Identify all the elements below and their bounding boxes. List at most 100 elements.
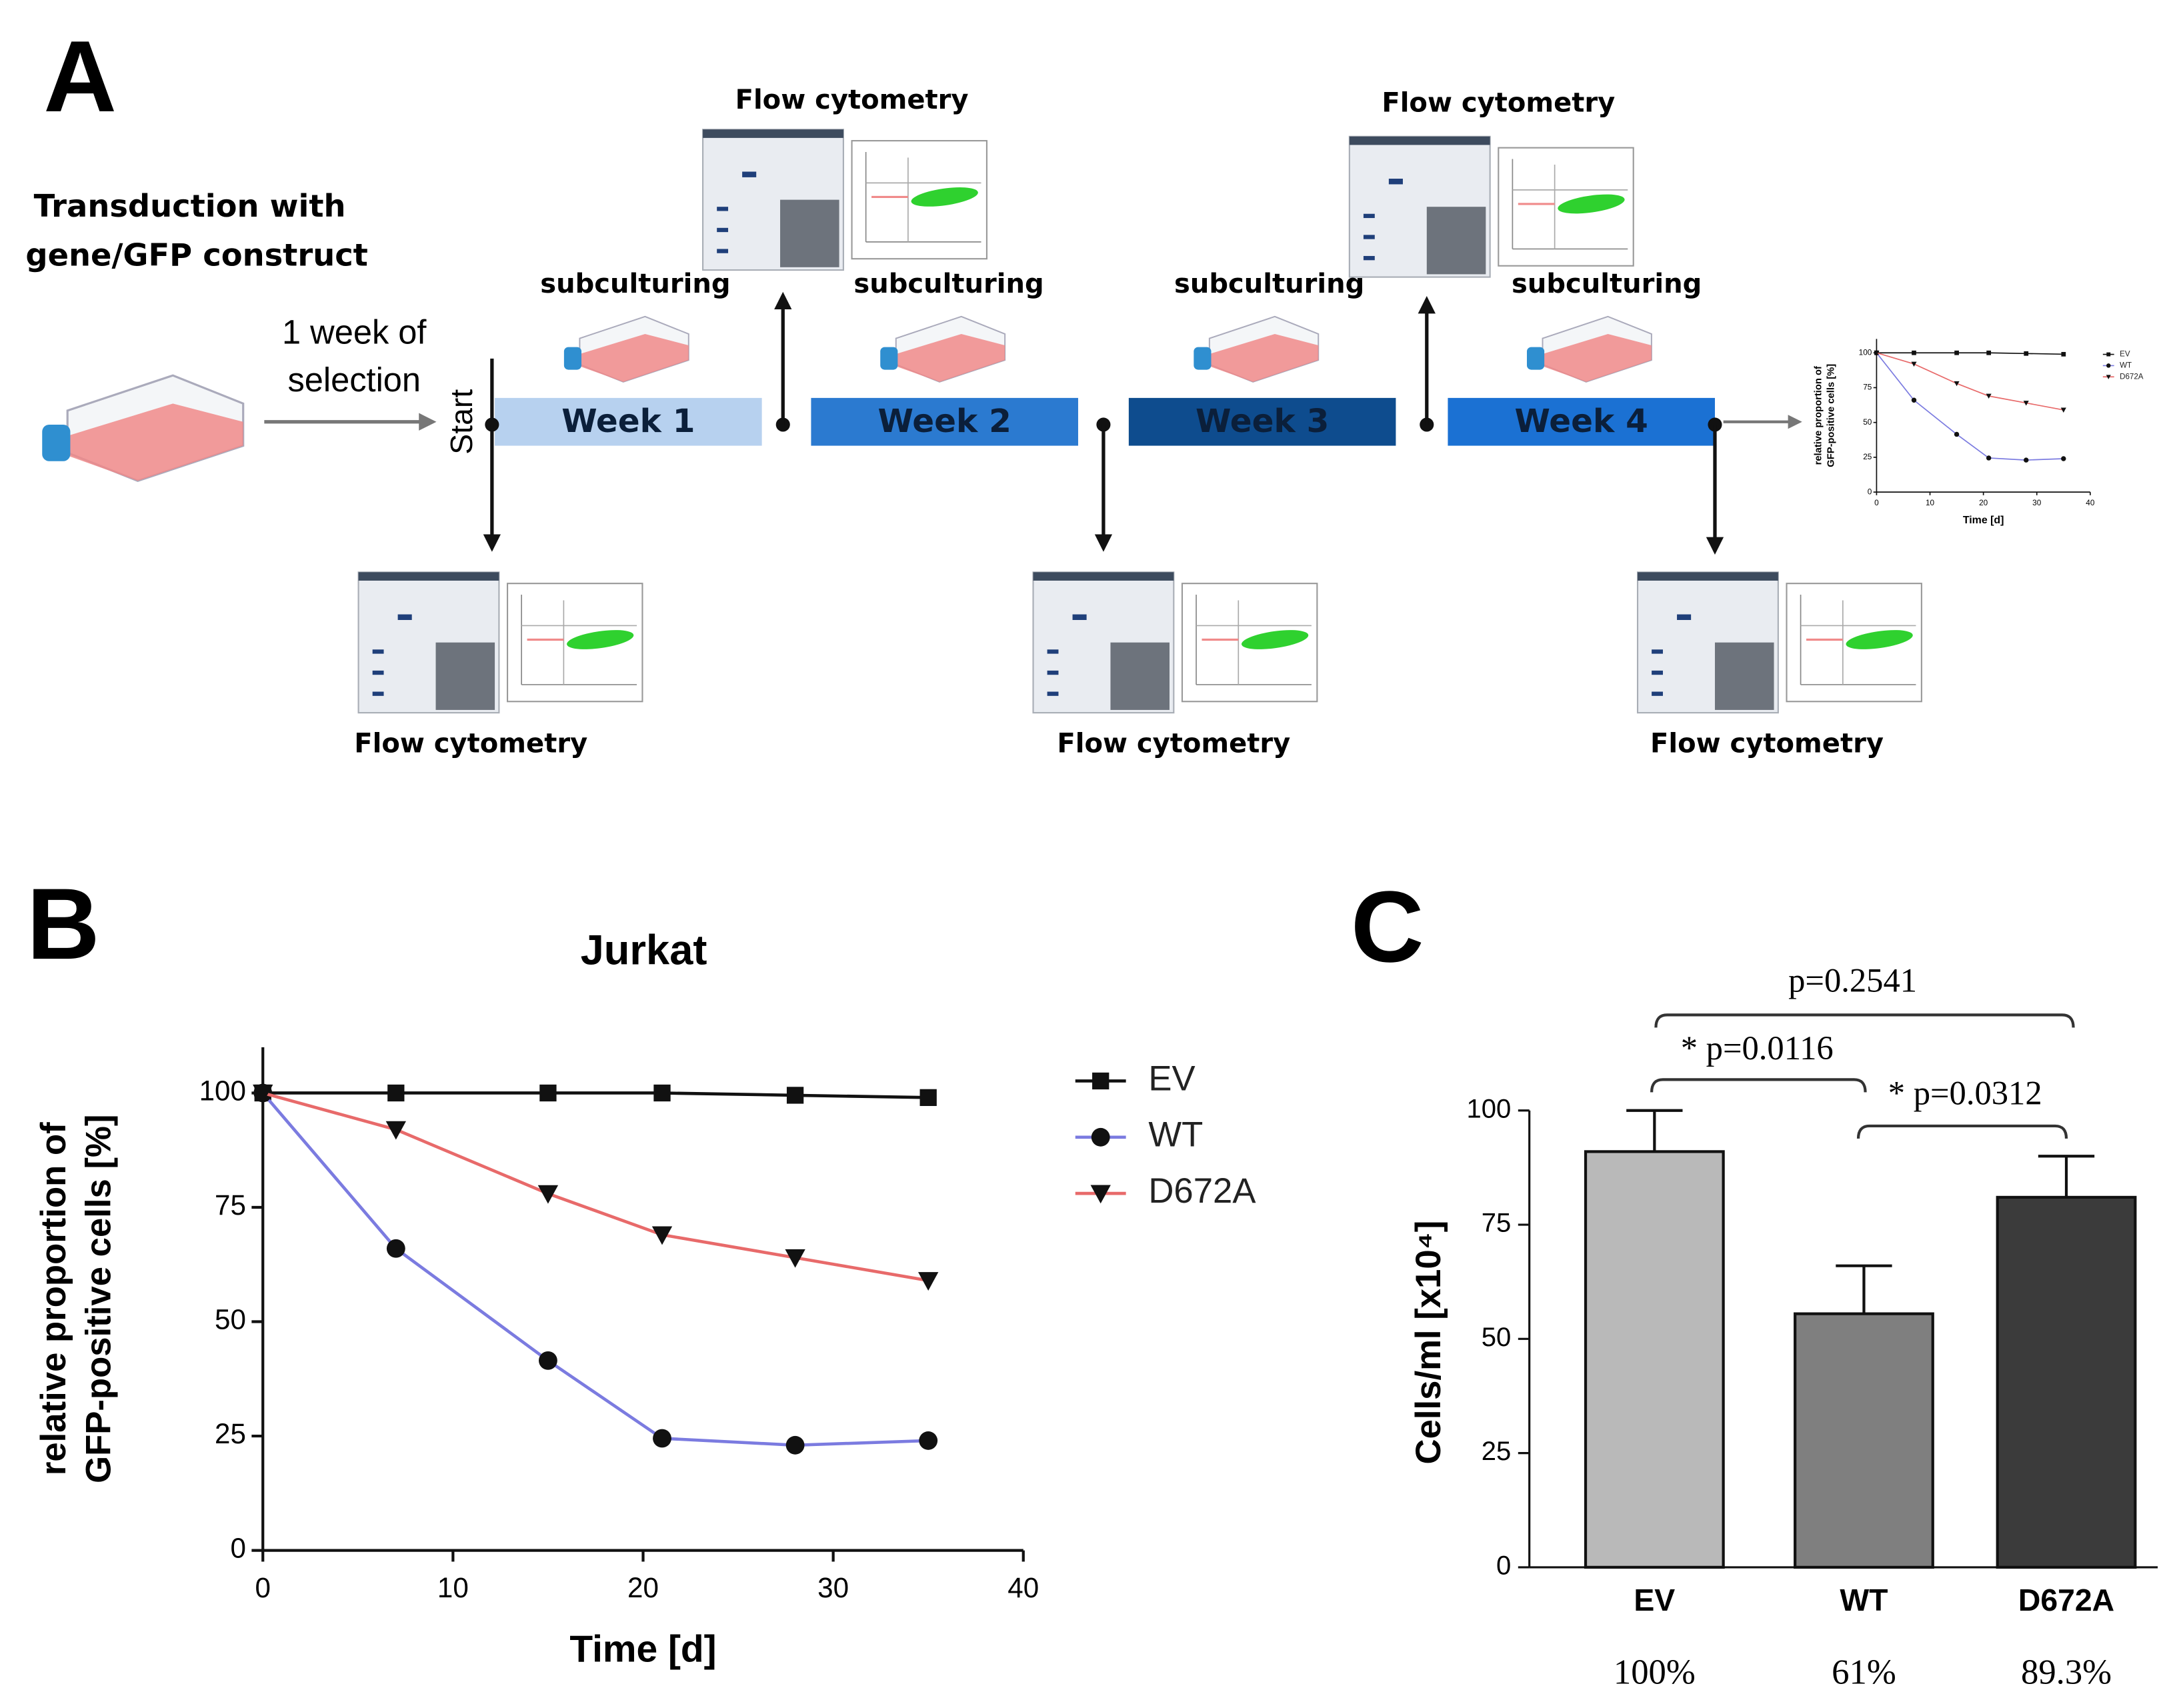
x-axis-label: Time [d] bbox=[569, 1627, 716, 1670]
y-tick-label: 25 bbox=[1863, 452, 1872, 461]
instrument-drawer bbox=[1363, 235, 1375, 239]
flask-liquid bbox=[579, 333, 689, 382]
flow-cytometer-icon bbox=[357, 571, 643, 714]
plot-population bbox=[1846, 630, 1913, 649]
x-tick-label: 0 bbox=[1874, 498, 1879, 507]
marker bbox=[785, 1435, 805, 1455]
y-tick-label: 75 bbox=[215, 1189, 246, 1221]
flask-cap bbox=[42, 424, 71, 461]
instrument-window bbox=[1110, 642, 1170, 710]
week-label: Week 1 bbox=[561, 403, 695, 440]
marker bbox=[539, 1351, 557, 1370]
flow-cytometer-icon bbox=[1348, 135, 1634, 278]
marker bbox=[1986, 350, 1992, 355]
y-axis-label: GFP-positive cells [%] bbox=[1826, 364, 1836, 467]
x-tick-label: 0 bbox=[255, 1572, 271, 1603]
percent-label: 89.3% bbox=[2021, 1653, 2112, 1691]
marker bbox=[2024, 457, 2029, 463]
y-axis-label: GFP-positive cells [%] bbox=[79, 1115, 119, 1483]
subculturing-label: subculturing bbox=[540, 269, 730, 299]
flask-liquid bbox=[895, 333, 1005, 382]
flow-label: Flow cytometry bbox=[1382, 87, 1615, 118]
x-tick-label: 30 bbox=[2032, 498, 2042, 507]
marker bbox=[653, 1084, 671, 1102]
flask-cap bbox=[563, 347, 582, 370]
instrument-drawer bbox=[1047, 691, 1059, 696]
panel-label: B bbox=[27, 868, 100, 981]
instrument-drawer bbox=[717, 249, 729, 253]
series-line bbox=[263, 1091, 929, 1099]
marker bbox=[1911, 361, 1917, 367]
bar bbox=[1996, 1195, 2137, 1569]
percent-label: 100% bbox=[1614, 1653, 1696, 1691]
panel-label: A bbox=[43, 21, 117, 133]
selection-text: 1 week of bbox=[282, 313, 427, 351]
cytometry-plot bbox=[1786, 583, 1922, 703]
y-tick-label: 100 bbox=[199, 1075, 246, 1107]
marker bbox=[1090, 1185, 1111, 1204]
instrument-drawer bbox=[372, 670, 384, 675]
instrument-logo bbox=[1072, 614, 1087, 620]
marker bbox=[1954, 350, 1959, 355]
flask-cap bbox=[1526, 347, 1545, 370]
plot-population bbox=[911, 187, 978, 207]
series-line bbox=[1876, 352, 2064, 461]
instrument-drawer bbox=[1652, 670, 1663, 675]
x-tick-label: 20 bbox=[627, 1572, 659, 1603]
bar bbox=[1794, 1312, 1934, 1569]
series-line bbox=[261, 1091, 929, 1447]
bar bbox=[1584, 1150, 1725, 1569]
instrument-top bbox=[1349, 136, 1490, 145]
x-tick-label: 40 bbox=[1007, 1572, 1039, 1603]
marker bbox=[2024, 351, 2029, 356]
instrument-drawer bbox=[1652, 649, 1663, 654]
selection-text: selection bbox=[287, 361, 421, 399]
marker bbox=[2106, 375, 2111, 379]
week-label: Week 2 bbox=[878, 403, 1011, 440]
x-tick-label: 10 bbox=[1926, 498, 1935, 507]
week-bar bbox=[495, 397, 762, 446]
cytometry-plot bbox=[1498, 147, 1634, 267]
instrument-drawer bbox=[372, 649, 384, 654]
week-label: Week 3 bbox=[1196, 403, 1329, 440]
instrument-drawer bbox=[1047, 649, 1059, 654]
flow-cytometer-icon bbox=[1636, 571, 1922, 714]
instrument-window bbox=[435, 642, 495, 710]
instrument-logo bbox=[1677, 614, 1692, 620]
marker bbox=[537, 1185, 559, 1204]
flow-cytometer-icon bbox=[1032, 571, 1318, 714]
x-tick-label: 40 bbox=[2086, 498, 2095, 507]
flask-icon bbox=[1194, 315, 1320, 383]
flow-cytometer-icon bbox=[702, 129, 987, 271]
start-label: Start bbox=[444, 389, 479, 455]
marker bbox=[1986, 393, 1992, 399]
marker bbox=[253, 1084, 273, 1103]
legend-label: WT bbox=[2120, 361, 2132, 369]
instrument-drawer bbox=[1047, 670, 1059, 675]
flask-cap bbox=[1194, 347, 1212, 370]
marker bbox=[1954, 431, 1960, 437]
construct-text: gene/GFP construct bbox=[25, 237, 367, 273]
marker bbox=[1091, 1127, 1110, 1147]
week-bar bbox=[1128, 397, 1396, 446]
flask-liquid bbox=[1209, 333, 1319, 382]
marker bbox=[653, 1429, 671, 1448]
significance-bracket bbox=[1856, 1124, 2068, 1139]
significance-label: * p=0.0312 bbox=[1888, 1074, 2042, 1111]
significance-label: p=0.2541 bbox=[1788, 962, 1917, 999]
y-tick-label: 75 bbox=[1863, 383, 1872, 392]
week-bar bbox=[1448, 397, 1715, 446]
marker bbox=[386, 1239, 405, 1258]
subculturing-label: subculturing bbox=[853, 269, 1043, 299]
instrument-top bbox=[1033, 572, 1174, 581]
flask-icon bbox=[563, 315, 689, 383]
legend-label: EV bbox=[1148, 1059, 1195, 1098]
flask-icon bbox=[1526, 315, 1652, 383]
flow-label: Flow cytometry bbox=[354, 729, 587, 759]
instrument-top bbox=[703, 129, 843, 138]
legend-label: D672A bbox=[1148, 1171, 1256, 1211]
week-bar bbox=[811, 397, 1078, 446]
y-axis-label: Cells/ml [x10⁴] bbox=[1409, 1221, 1448, 1465]
instrument-drawer bbox=[1363, 255, 1375, 261]
marker bbox=[918, 1272, 939, 1291]
